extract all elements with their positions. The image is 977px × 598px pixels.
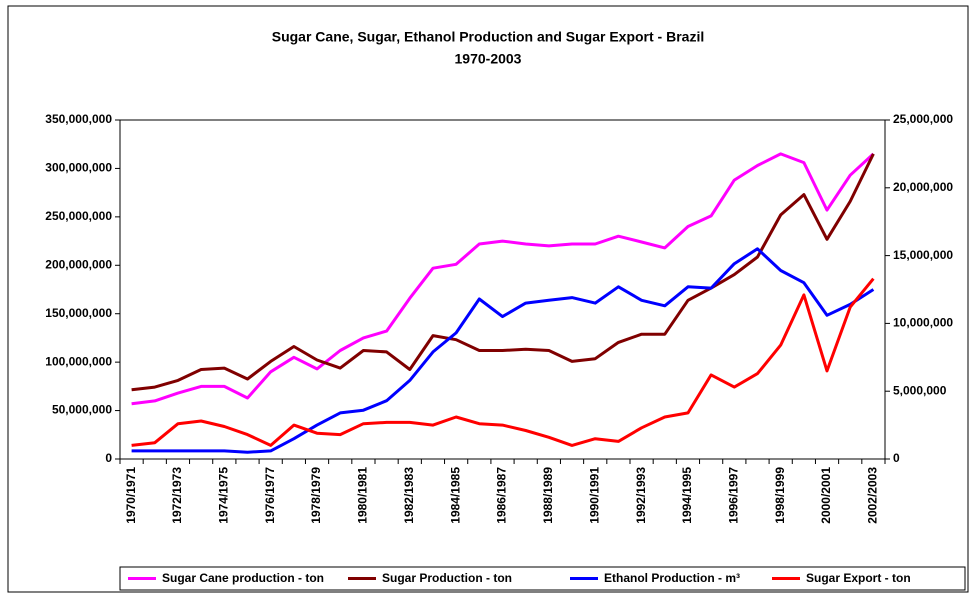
y-tick-label: 200,000,000	[45, 257, 112, 271]
x-tick-label: 1978/1979	[309, 467, 323, 524]
legend-label: Sugar Export - ton	[806, 571, 911, 585]
legend-label: Sugar Production - ton	[382, 571, 512, 585]
y2-tick-label: 10,000,000	[893, 316, 953, 330]
x-tick-label: 1974/1975	[216, 467, 230, 524]
series-line	[131, 247, 875, 454]
y-tick-label: 100,000,000	[45, 354, 112, 368]
x-tick-label: 1994/1995	[680, 467, 694, 524]
x-tick-label: 1982/1983	[402, 467, 416, 524]
series-line	[131, 277, 875, 447]
y2-tick-label: 0	[893, 451, 900, 465]
x-tick-label: 1972/1973	[170, 467, 184, 524]
y-tick-label: 250,000,000	[45, 209, 112, 223]
x-tick-label: 1976/1977	[263, 467, 277, 524]
x-tick-label: 2000/2001	[819, 467, 833, 524]
x-tick-label: 1990/1991	[587, 467, 601, 524]
y-tick-label: 50,000,000	[52, 403, 112, 417]
x-tick-label: 1984/1985	[448, 467, 462, 524]
y2-tick-label: 5,000,000	[893, 383, 947, 397]
x-tick-label: 1998/1999	[773, 467, 787, 524]
y-tick-label: 350,000,000	[45, 112, 112, 126]
x-tick-label: 1988/1989	[541, 467, 555, 524]
x-tick-label: 1986/1987	[495, 467, 509, 524]
legend-label: Ethanol Production - m³	[604, 571, 740, 585]
y-tick-label: 300,000,000	[45, 161, 112, 175]
x-tick-label: 1996/1997	[726, 467, 740, 524]
legend	[119, 566, 966, 591]
chart-border	[7, 5, 969, 593]
series-line	[131, 152, 875, 406]
chart-title: Sugar Cane, Sugar, Ethanol Production an…	[272, 29, 705, 45]
x-tick-label: 2002/2003	[866, 467, 880, 524]
x-tick-label: 1992/1993	[634, 467, 648, 524]
plot-area	[119, 119, 886, 460]
chart-subtitle: 1970-2003	[455, 51, 522, 67]
y2-tick-label: 20,000,000	[893, 180, 953, 194]
x-tick-label: 1980/1981	[356, 467, 370, 524]
y2-tick-label: 25,000,000	[893, 112, 953, 126]
y-tick-label: 0	[105, 451, 112, 465]
y-tick-label: 150,000,000	[45, 306, 112, 320]
y2-tick-label: 15,000,000	[893, 248, 953, 262]
legend-label: Sugar Cane production - ton	[162, 571, 324, 585]
x-tick-label: 1970/1971	[124, 467, 138, 524]
series-line	[131, 153, 875, 392]
